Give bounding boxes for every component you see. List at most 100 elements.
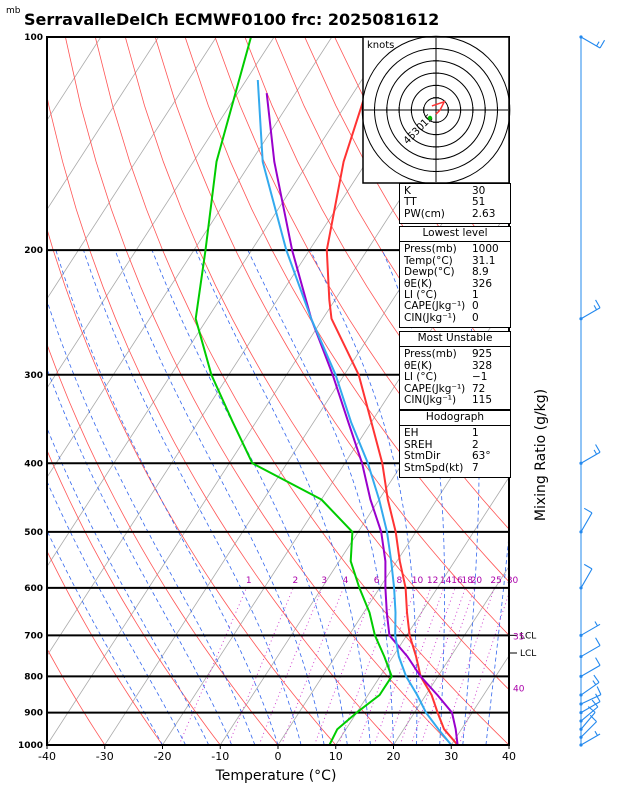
moist-adiabat-line xyxy=(47,480,186,745)
wind-barb-shaft xyxy=(580,623,601,636)
dry-adiabat-line xyxy=(214,37,509,530)
wind-barb-base xyxy=(579,711,583,715)
lcl-label: LCL xyxy=(520,631,536,641)
hodograph-header: Hodograph xyxy=(400,411,510,427)
dewpoint-curve xyxy=(194,37,393,745)
table-key: LI (°C) xyxy=(404,371,438,384)
table-row: θE(K) 328 xyxy=(400,359,510,372)
wind-barb-shaft xyxy=(580,307,601,320)
isotherm-line xyxy=(47,37,102,121)
table-row: StmDir 63° xyxy=(400,450,510,463)
x-tick-label: 0 xyxy=(275,750,282,763)
table-value: 1 xyxy=(472,289,479,302)
adiabat-label: 35 xyxy=(513,632,524,642)
table-value: 0 xyxy=(472,311,479,324)
table-key: Temp(°C) xyxy=(404,254,453,267)
wind-barb-shaft xyxy=(580,706,599,722)
virtual-curve xyxy=(256,79,453,745)
x-tick-label: 20 xyxy=(387,750,401,763)
wind-barb-base xyxy=(579,719,583,723)
pressure-tick-label: 700 xyxy=(24,631,43,641)
wind-barb-base xyxy=(579,727,583,731)
wind-barb-base xyxy=(579,654,583,659)
isotherm-line xyxy=(335,476,509,745)
table-row: θE(K) 326 xyxy=(400,278,510,290)
dry-adiabat-line xyxy=(154,37,509,636)
most-unstable-header: Most Unstable xyxy=(400,332,510,348)
wind-barb-shaft xyxy=(580,568,593,589)
mixing-ratio-label: 16 xyxy=(451,576,463,586)
adiabat-label: 40 xyxy=(513,685,525,695)
isotherm-line xyxy=(47,37,390,568)
mixing-ratio-label: 8 xyxy=(396,576,402,586)
table-value: 2.63 xyxy=(472,207,496,220)
wind-barb-flag xyxy=(583,563,593,570)
table-key: CAPE(Jkg⁻¹) xyxy=(404,300,466,313)
x-tick-label: 40 xyxy=(502,750,516,763)
table-value: 30 xyxy=(472,185,486,197)
isotherm-line xyxy=(47,37,333,478)
table-key: CIN(Jkg⁻¹) xyxy=(404,394,457,407)
pressure-tick-label: 600 xyxy=(24,584,43,594)
table-row: K 30 xyxy=(400,185,510,197)
pressure-tick-label: 200 xyxy=(24,246,43,256)
profile-curves xyxy=(194,37,459,745)
wind-barb-base xyxy=(579,633,583,637)
table-value: 63° xyxy=(472,450,491,463)
x-axis-ticks: -40 -30 -20 -10 0 10 20 30 40 xyxy=(38,745,516,763)
wind-barb-shaft xyxy=(580,712,596,730)
mixing-ratio-line xyxy=(178,587,247,745)
table-value: 7 xyxy=(472,461,479,474)
table-value: −1 xyxy=(472,371,488,384)
moist-adiabat-line xyxy=(247,249,394,745)
pressure-axis-ticks: 1000 900 800 700 600 500 400 300 200 100 xyxy=(18,33,43,751)
dry-adiabat-line xyxy=(124,37,509,691)
wind-barb-base xyxy=(579,743,583,747)
table-key: K xyxy=(404,185,411,197)
mixing-ratio-label: 20 xyxy=(471,576,483,586)
dry-adiabat-line xyxy=(244,37,509,478)
table-value: 72 xyxy=(472,382,486,395)
wind-barb-shaft xyxy=(580,701,601,714)
table-value: 0 xyxy=(472,300,479,313)
x-tick-label: -20 xyxy=(154,750,172,763)
table-key: SREH xyxy=(404,438,433,451)
mixing-ratio-label: 4 xyxy=(343,576,349,586)
pressure-tick-label: 900 xyxy=(24,709,43,719)
table-row: SREH 2 xyxy=(400,438,510,451)
table-key: CAPE(Jkg⁻¹) xyxy=(404,382,466,395)
table-row: CAPE(Jkg⁻¹) 72 xyxy=(400,382,510,395)
isotherm-line xyxy=(47,37,275,389)
wind-barb-flag xyxy=(591,699,599,708)
isotherm-line xyxy=(162,208,509,745)
wind-barb-halfflag xyxy=(593,305,598,311)
wind-barb-halfflag xyxy=(593,449,598,455)
table-key: Dewp(°C) xyxy=(404,266,455,279)
wind-barb-flag xyxy=(595,693,601,702)
wind-barb-flag xyxy=(583,507,593,514)
mixing-ratio-line xyxy=(399,587,456,745)
mixing-ratio-label: 18 xyxy=(461,576,473,586)
pressure-tick-label: 300 xyxy=(24,371,43,381)
mixing-ratio-label: 10 xyxy=(412,576,424,586)
dry-adiabat-line xyxy=(184,37,509,583)
mixing-ratio-line xyxy=(314,587,375,745)
wind-barb-base xyxy=(579,693,583,697)
table-value: 328 xyxy=(472,359,493,372)
mixing-ratio-label: 6 xyxy=(374,576,380,586)
x-tick-label: 30 xyxy=(444,750,458,763)
pressure-tick-label: 800 xyxy=(24,672,43,682)
wind-barb-base xyxy=(579,586,583,590)
wind-barb-base xyxy=(579,35,583,39)
mixing-ratio-line xyxy=(227,587,294,745)
table-row: StmSpd(kt) 7 xyxy=(400,461,510,474)
table-value: 31.1 xyxy=(472,254,496,267)
wind-barb-shaft xyxy=(580,694,602,705)
wind-barb-halfflag xyxy=(596,41,600,47)
table-row: Temp(°C) 31.1 xyxy=(400,254,510,267)
table-value: 1 xyxy=(472,427,479,440)
table-key: StmSpd(kt) xyxy=(404,461,464,474)
wind-barb-shaft xyxy=(580,681,600,696)
